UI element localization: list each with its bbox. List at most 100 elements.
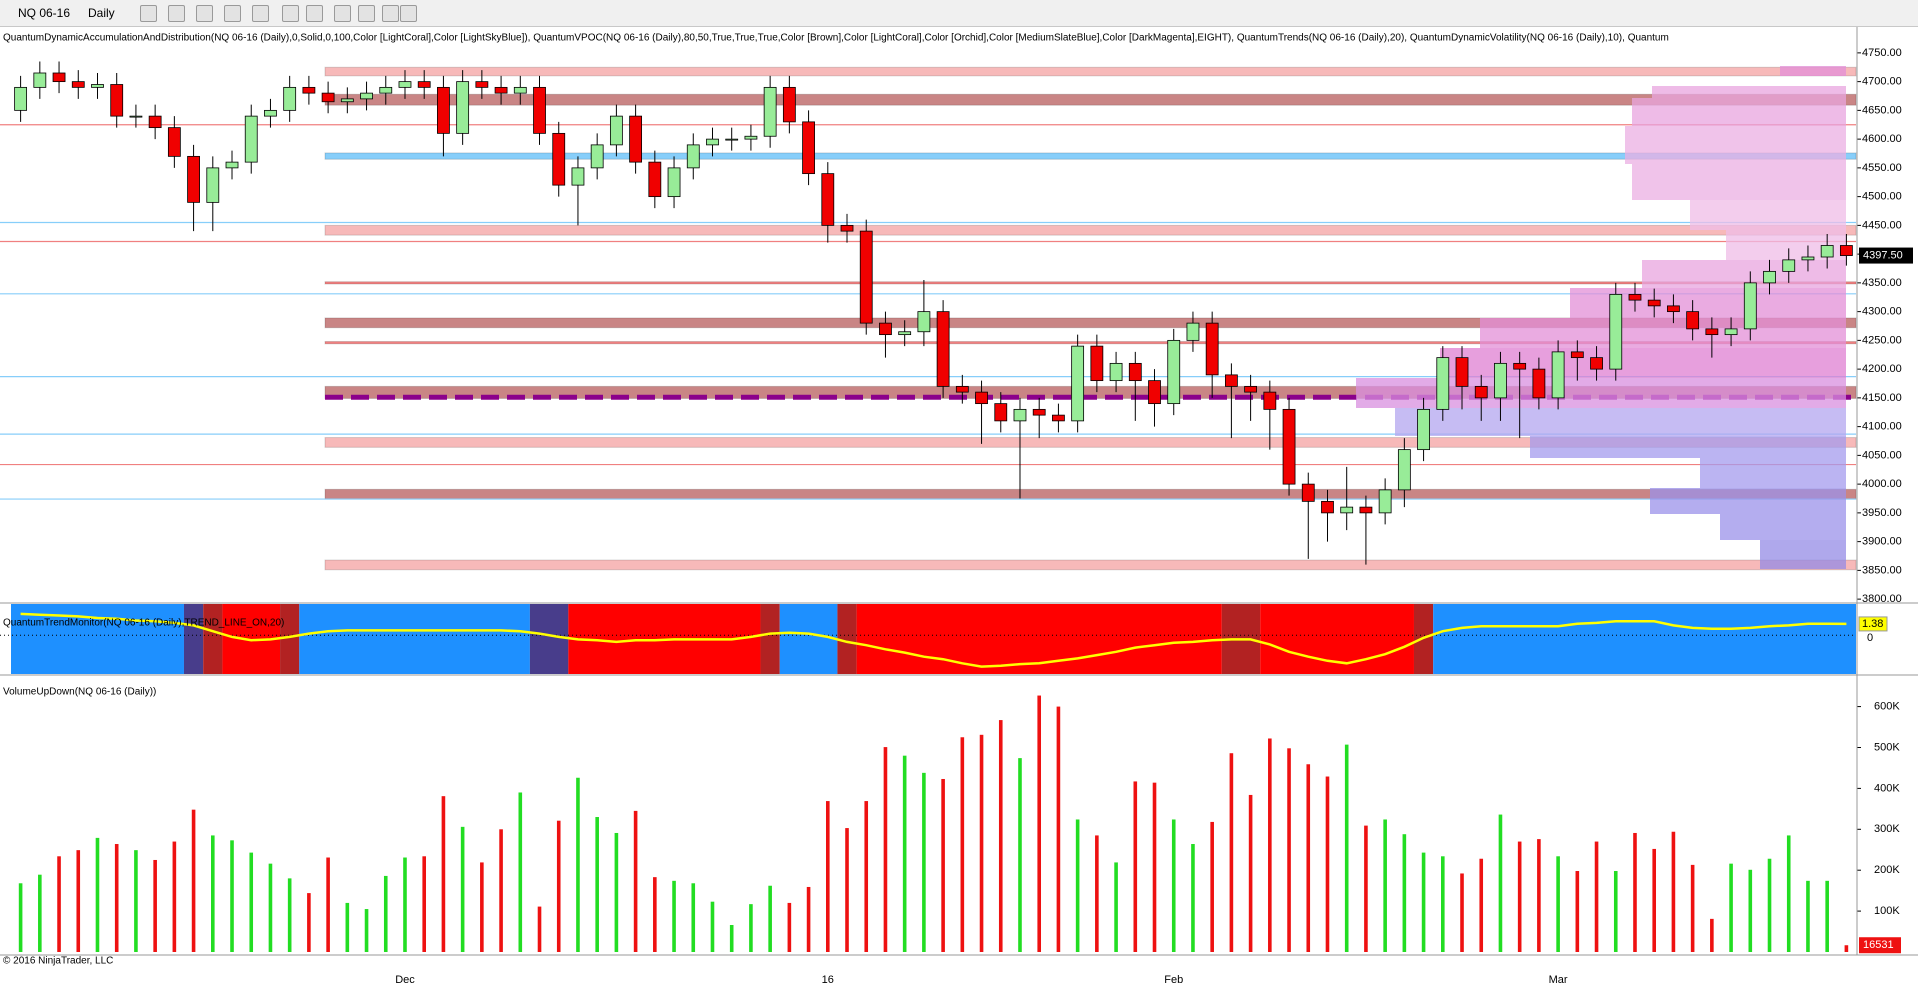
candle-body [1013,408,1027,422]
volume-bar [1325,776,1330,952]
volume-bar [153,859,157,952]
candle-body [571,167,585,186]
volume-bar [864,801,869,952]
candle-body [1705,328,1719,336]
zone-band [324,66,1857,77]
candle-body [1301,483,1315,502]
indicator-header: QuantumDynamicAccumulationAndDistributio… [3,33,1669,44]
candle-body [1743,282,1757,330]
y-tick-label: 3950.00 [1862,507,1902,519]
y-tick-label: 4250.00 [1862,334,1902,346]
volume-bar [95,837,100,952]
zone-band [324,488,1857,500]
candle-body [206,167,220,203]
symbol-selector[interactable]: NQ 06-16 [18,6,71,20]
candle-body [1628,293,1642,301]
candle-body [1667,305,1680,313]
candle-body [533,86,546,134]
volume-bar [210,835,215,952]
tool-icon[interactable] [400,5,417,22]
tool-icon[interactable] [306,5,323,22]
volume-bar [806,886,811,952]
volume-bar [1344,744,1349,952]
candle-body [52,72,66,83]
volume-bar [979,734,984,952]
candle-body [955,385,969,393]
candle-body [898,331,912,336]
candle-body [1340,506,1354,514]
candle-body [936,311,950,387]
volume-bar [38,874,42,952]
tool-icon[interactable] [334,5,351,22]
volume-bar [672,880,676,952]
profile-bar [1625,126,1846,164]
x-tick-label: Mar [1549,974,1568,986]
volume-bar [1364,825,1368,952]
interval-selector[interactable]: Daily [88,6,115,20]
y-tick-label: 4300.00 [1862,306,1902,318]
volume-bar [1786,835,1791,952]
zone-band [324,152,1857,160]
trend-value-label: 1.38 [1862,618,1883,630]
last-volume-label: 16531 [1863,939,1894,951]
tool-icon[interactable] [140,5,157,22]
volume-bar [1729,863,1733,952]
candle-body [1590,357,1603,370]
candle-body [1436,357,1450,410]
profile-bar [1760,540,1846,569]
volume-bar [960,737,965,952]
candle-body [1263,391,1277,410]
volume-bar [825,801,830,952]
zone-band [324,317,1857,329]
tool-icon[interactable] [196,5,213,22]
volume-bar [460,826,465,952]
toolbar: NQ 06-16 Daily [0,0,1918,27]
volume-bar [1806,880,1810,952]
profile-bar [1780,66,1846,76]
last-price-box [1859,247,1913,264]
candle-body [456,81,470,134]
candle-body [648,161,662,198]
candle-body [706,138,719,146]
candle-body [1109,362,1123,382]
volume-bar [1671,831,1676,952]
candle-body [879,322,892,336]
tool-icon[interactable] [382,5,399,22]
candle-body [302,86,316,94]
y-tick-label: 4750.00 [1862,47,1902,59]
trend-segment [529,604,569,674]
candle-body [475,81,489,88]
candle-body [1782,259,1796,272]
candle-body [725,138,739,141]
profile-bar [1480,318,1846,348]
candle-body [1801,256,1815,261]
candle-body [1397,449,1411,491]
candle-body [1378,489,1392,514]
candle-body [590,144,604,169]
candle-body [1186,322,1200,341]
volume-bar [556,820,561,952]
candle-body [744,135,758,140]
zone-band [324,224,1857,236]
tool-icon[interactable] [282,5,299,22]
tool-icon[interactable] [358,5,375,22]
volume-bar [1575,871,1580,952]
tool-icon[interactable] [224,5,241,22]
candle-body [417,81,431,88]
volume-bar [633,810,638,952]
candle-body [1282,408,1296,485]
tool-icon[interactable] [252,5,269,22]
y-tick-label: 3900.00 [1862,536,1902,548]
profile-bar [1632,164,1846,200]
volume-bar [691,883,696,952]
last-price-label: 4397.50 [1863,249,1903,261]
tool-icon[interactable] [168,5,185,22]
copyright: © 2016 NinjaTrader, LLC [3,956,113,967]
candle-body [686,144,700,169]
volume-bar [1633,832,1637,952]
volume-bar [1517,841,1522,952]
candle-body [398,81,412,88]
y-tick-label: 4650.00 [1862,104,1902,116]
volume-bar [1287,748,1291,952]
volume-bar [268,863,273,952]
